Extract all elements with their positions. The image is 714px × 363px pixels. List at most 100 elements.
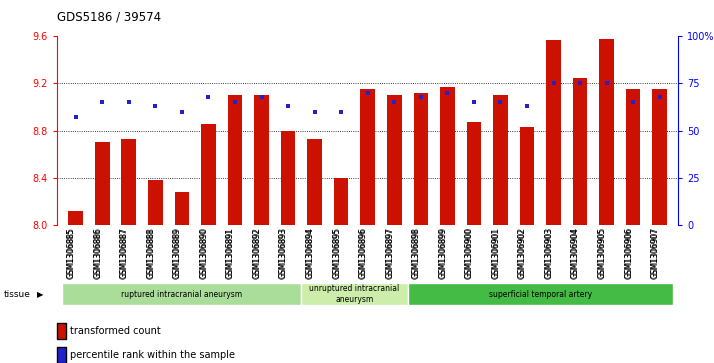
Bar bbox=[626, 89, 640, 225]
Point bbox=[628, 99, 639, 105]
Text: GSM1306893: GSM1306893 bbox=[279, 228, 288, 279]
Text: percentile rank within the sample: percentile rank within the sample bbox=[70, 350, 235, 360]
Text: GSM1306903: GSM1306903 bbox=[545, 227, 553, 278]
Text: GSM1306900: GSM1306900 bbox=[465, 228, 474, 279]
Point bbox=[203, 94, 214, 99]
Bar bbox=[653, 89, 667, 225]
Point bbox=[521, 103, 533, 109]
Point bbox=[388, 99, 400, 105]
Text: GSM1306898: GSM1306898 bbox=[412, 228, 421, 279]
Point bbox=[336, 109, 347, 115]
Text: GSM1306892: GSM1306892 bbox=[253, 227, 261, 278]
Text: GSM1306898: GSM1306898 bbox=[412, 227, 421, 278]
Point bbox=[601, 81, 613, 86]
Text: GSM1306891: GSM1306891 bbox=[226, 227, 235, 278]
Text: GSM1306896: GSM1306896 bbox=[358, 228, 368, 279]
Point bbox=[229, 99, 241, 105]
Bar bbox=[69, 211, 83, 225]
Point bbox=[70, 115, 81, 121]
Text: GSM1306892: GSM1306892 bbox=[253, 228, 261, 279]
Bar bbox=[148, 180, 163, 225]
Point bbox=[468, 99, 480, 105]
Bar bbox=[573, 78, 588, 225]
Bar bbox=[361, 89, 375, 225]
Text: GSM1306885: GSM1306885 bbox=[66, 227, 76, 278]
Text: GSM1306894: GSM1306894 bbox=[306, 228, 315, 279]
Text: GSM1306894: GSM1306894 bbox=[306, 227, 315, 278]
Point bbox=[362, 90, 373, 96]
Point bbox=[309, 109, 321, 115]
Point bbox=[96, 99, 108, 105]
Bar bbox=[520, 127, 534, 225]
FancyBboxPatch shape bbox=[301, 282, 408, 306]
Bar bbox=[201, 124, 216, 225]
Point bbox=[176, 109, 188, 115]
Text: GSM1306887: GSM1306887 bbox=[120, 228, 129, 279]
Text: GSM1306889: GSM1306889 bbox=[173, 227, 182, 278]
Text: GSM1306899: GSM1306899 bbox=[438, 228, 448, 279]
Bar bbox=[175, 192, 189, 225]
Point bbox=[415, 94, 426, 99]
Text: tissue: tissue bbox=[4, 290, 31, 298]
Text: GSM1306896: GSM1306896 bbox=[358, 227, 368, 278]
Text: GSM1306899: GSM1306899 bbox=[438, 227, 448, 278]
Text: GSM1306897: GSM1306897 bbox=[386, 227, 394, 278]
Bar bbox=[95, 143, 109, 225]
Text: GSM1306904: GSM1306904 bbox=[571, 228, 580, 279]
Bar bbox=[281, 131, 296, 225]
Text: GSM1306901: GSM1306901 bbox=[491, 228, 501, 279]
Text: GSM1306902: GSM1306902 bbox=[518, 228, 527, 279]
Point bbox=[548, 81, 559, 86]
Text: GSM1306902: GSM1306902 bbox=[518, 227, 527, 278]
Point bbox=[442, 90, 453, 96]
Point bbox=[654, 94, 665, 99]
Text: GSM1306891: GSM1306891 bbox=[226, 228, 235, 279]
Bar bbox=[334, 178, 348, 225]
Text: GSM1306906: GSM1306906 bbox=[624, 227, 633, 278]
Text: GSM1306890: GSM1306890 bbox=[199, 228, 208, 279]
Text: GSM1306907: GSM1306907 bbox=[650, 227, 660, 278]
Text: GSM1306893: GSM1306893 bbox=[279, 227, 288, 278]
Bar bbox=[387, 95, 401, 225]
Bar bbox=[228, 95, 242, 225]
Bar bbox=[466, 122, 481, 225]
Text: superficial temporal artery: superficial temporal artery bbox=[488, 290, 592, 298]
Point bbox=[150, 103, 161, 109]
Bar bbox=[546, 40, 560, 225]
Text: GSM1306897: GSM1306897 bbox=[386, 228, 394, 279]
Text: GSM1306888: GSM1306888 bbox=[146, 227, 156, 278]
Bar bbox=[307, 139, 322, 225]
Point bbox=[282, 103, 293, 109]
Text: GSM1306890: GSM1306890 bbox=[199, 227, 208, 278]
FancyBboxPatch shape bbox=[62, 282, 301, 306]
Text: GSM1306905: GSM1306905 bbox=[598, 227, 607, 278]
Text: ruptured intracranial aneurysm: ruptured intracranial aneurysm bbox=[121, 290, 243, 298]
Point bbox=[123, 99, 134, 105]
Text: GSM1306885: GSM1306885 bbox=[66, 228, 76, 279]
Text: GSM1306887: GSM1306887 bbox=[120, 227, 129, 278]
Point bbox=[574, 81, 585, 86]
Bar bbox=[599, 39, 614, 225]
Bar bbox=[440, 87, 455, 225]
Point bbox=[256, 94, 267, 99]
Text: unruptured intracranial
aneurysm: unruptured intracranial aneurysm bbox=[309, 284, 400, 304]
Text: ▶: ▶ bbox=[37, 290, 44, 298]
Text: GSM1306895: GSM1306895 bbox=[332, 227, 341, 278]
Text: GSM1306906: GSM1306906 bbox=[624, 228, 633, 279]
Text: GDS5186 / 39574: GDS5186 / 39574 bbox=[57, 11, 161, 24]
Text: GSM1306907: GSM1306907 bbox=[650, 228, 660, 279]
Text: GSM1306889: GSM1306889 bbox=[173, 228, 182, 279]
Text: GSM1306905: GSM1306905 bbox=[598, 228, 607, 279]
Bar bbox=[413, 93, 428, 225]
Text: GSM1306888: GSM1306888 bbox=[146, 228, 156, 279]
Bar bbox=[121, 139, 136, 225]
Text: GSM1306895: GSM1306895 bbox=[332, 228, 341, 279]
FancyBboxPatch shape bbox=[408, 282, 673, 306]
Text: GSM1306904: GSM1306904 bbox=[571, 227, 580, 278]
Text: GSM1306886: GSM1306886 bbox=[94, 227, 102, 278]
Text: GSM1306886: GSM1306886 bbox=[94, 228, 102, 279]
Text: transformed count: transformed count bbox=[70, 326, 161, 336]
Text: GSM1306901: GSM1306901 bbox=[491, 227, 501, 278]
Text: GSM1306900: GSM1306900 bbox=[465, 227, 474, 278]
Bar bbox=[493, 95, 508, 225]
